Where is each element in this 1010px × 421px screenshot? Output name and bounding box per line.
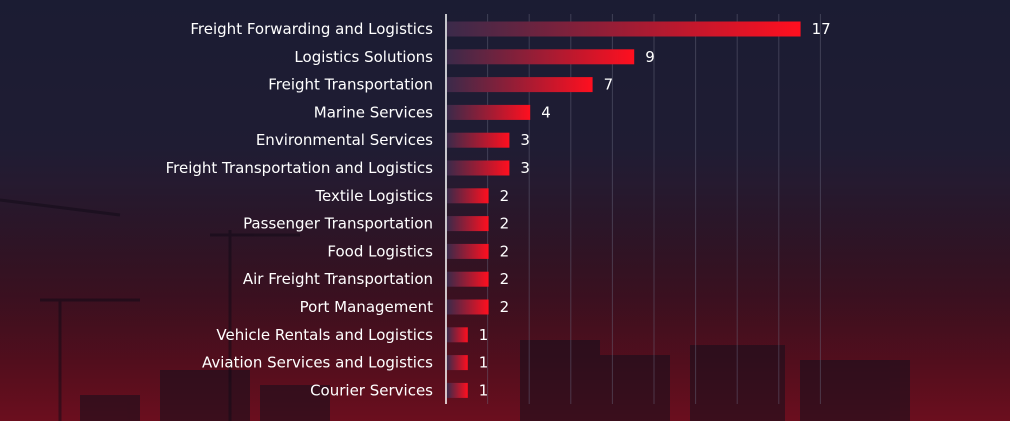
category-label: Freight Transportation and Logistics — [166, 159, 434, 177]
value-label: 2 — [500, 298, 510, 316]
bar — [447, 104, 531, 120]
bar — [447, 160, 510, 176]
value-label: 3 — [520, 131, 530, 149]
value-label: 2 — [500, 187, 510, 205]
category-labels: Freight Forwarding and Logistics Logistic… — [166, 20, 434, 399]
value-label: 7 — [604, 76, 614, 94]
bar — [447, 216, 489, 232]
category-label: Logistics Solutions — [294, 48, 433, 66]
bar — [447, 355, 468, 371]
value-label: 4 — [541, 103, 551, 121]
bar — [447, 382, 468, 398]
category-label: Port Management — [300, 298, 433, 316]
category-label: Textile Logistics — [314, 187, 433, 205]
category-label: Passenger Transportation — [243, 215, 433, 233]
bar — [447, 77, 593, 93]
category-label: Freight Forwarding and Logistics — [190, 20, 433, 38]
category-label: Vehicle Rentals and Logistics — [216, 326, 433, 344]
value-label: 17 — [812, 20, 831, 38]
category-label: Environmental Services — [256, 131, 433, 149]
value-label: 2 — [500, 270, 510, 288]
bar — [447, 271, 489, 287]
bar — [447, 327, 468, 343]
value-label: 2 — [500, 215, 510, 233]
category-label: Air Freight Transportation — [243, 270, 433, 288]
category-label: Food Logistics — [327, 242, 433, 260]
bar — [447, 243, 489, 259]
bar — [447, 299, 489, 315]
category-label: Courier Services — [310, 381, 433, 399]
value-label: 1 — [479, 354, 489, 372]
bar — [447, 188, 489, 204]
category-label: Freight Transportation — [268, 76, 433, 94]
bar — [447, 21, 801, 37]
grid-lines — [487, 14, 821, 404]
bar — [447, 132, 510, 148]
bar — [447, 49, 635, 65]
value-label: 9 — [645, 48, 655, 66]
category-label: Marine Services — [314, 103, 433, 121]
category-label: Aviation Services and Logistics — [202, 354, 433, 372]
value-label: 3 — [520, 159, 530, 177]
value-label: 1 — [479, 381, 489, 399]
bars — [447, 21, 801, 398]
value-label: 1 — [479, 326, 489, 344]
value-label: 2 — [500, 242, 510, 260]
